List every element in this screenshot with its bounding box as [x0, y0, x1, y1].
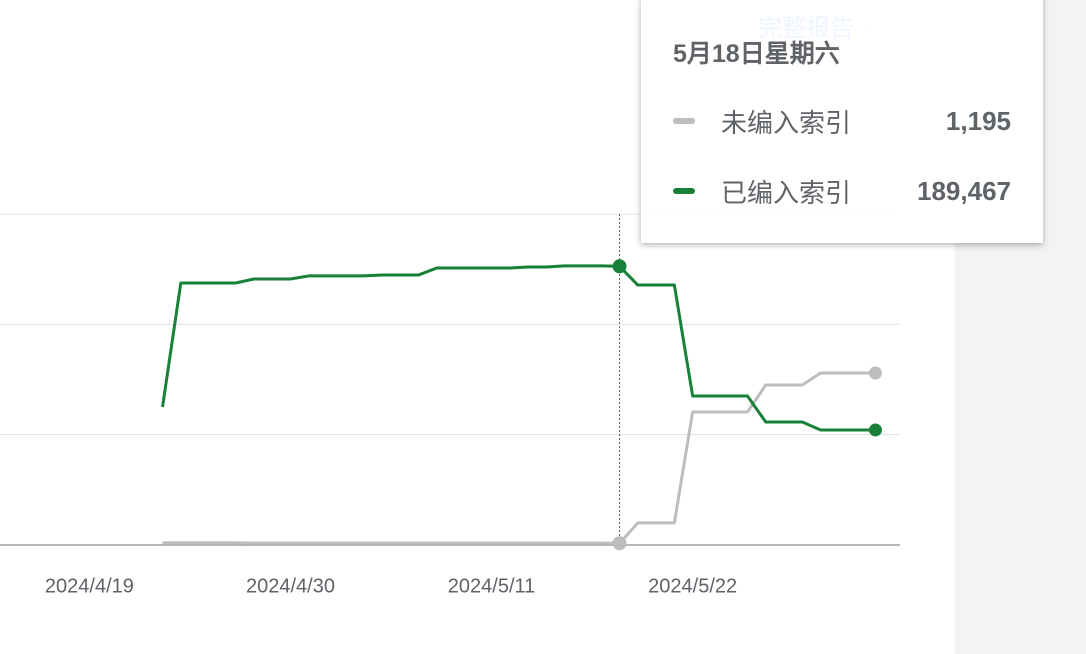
end-dot [868, 366, 882, 380]
legend-swatch [673, 188, 695, 194]
x-tick-label: 2024/5/11 [448, 575, 536, 597]
x-tick-label: 2024/5/22 [648, 575, 737, 597]
x-tick-label: 2024/4/30 [246, 575, 335, 597]
legend-swatch [673, 118, 695, 124]
tooltip-value: 1,195 [945, 105, 1011, 136]
hover-dot [612, 536, 627, 551]
tooltip-row: 未编入索引 1,195 [673, 86, 1011, 156]
tooltip-title: 5月18日星期六 [673, 40, 840, 68]
chart: 2024/4/19 2024/4/30 2024/5/11 2024/5/22 [0, 213, 900, 597]
x-tick-label: 2024/4/19 [45, 575, 134, 597]
legend-label: 未编入索引 [721, 107, 852, 138]
legend-label: 已编入索引 [721, 177, 852, 208]
series-line [162, 371, 876, 545]
hover-dot [612, 259, 627, 274]
end-dot [868, 423, 882, 437]
series-line [161, 264, 876, 432]
tooltip: 5月18日星期六 未编入索引 1,195 已编入索引 189,467 [641, 0, 1043, 243]
tooltip-value: 189,467 [917, 175, 1011, 206]
tooltip-row: 已编入索引 189,467 [673, 156, 1011, 226]
